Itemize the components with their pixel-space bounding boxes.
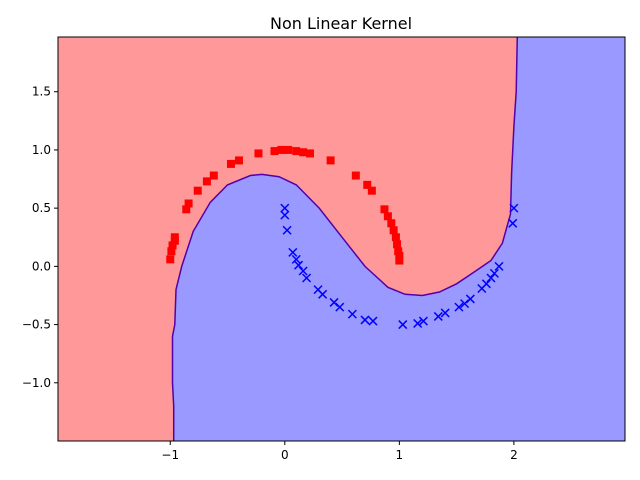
x-tick-label: 0 (281, 448, 289, 462)
square-marker (234, 156, 243, 165)
square-marker (393, 240, 402, 249)
x-marker (454, 302, 464, 312)
x-marker (368, 316, 378, 326)
x-marker (280, 203, 290, 213)
square-marker (380, 205, 389, 214)
plot-area (57, 36, 626, 442)
y-tick-label: 0.5 (32, 201, 51, 215)
square-marker (166, 255, 175, 264)
chart-title: Non Linear Kernel (270, 14, 412, 33)
x-marker (465, 294, 475, 304)
markers (166, 145, 519, 330)
x-marker (282, 225, 292, 235)
x-marker (481, 279, 491, 289)
plot-frame (57, 36, 626, 442)
square-marker (367, 186, 376, 195)
square-marker (394, 247, 403, 256)
square-marker (182, 205, 191, 214)
square-marker (363, 180, 372, 189)
x-marker (509, 203, 519, 213)
square-marker (395, 256, 404, 265)
y-tick-label: 0.0 (32, 259, 51, 273)
y-tick-label: 1.5 (32, 85, 51, 99)
square-marker (326, 156, 335, 165)
square-marker (226, 159, 235, 168)
x-marker (433, 311, 443, 321)
x-axis: −1 0 1 2 (161, 441, 518, 462)
square-marker (270, 147, 279, 156)
x-marker (486, 273, 496, 283)
x-marker (288, 247, 298, 257)
x-marker (318, 289, 328, 299)
y-axis: −1.0 −0.5 0.0 0.5 1.0 1.5 (22, 85, 58, 390)
x-marker (494, 261, 504, 271)
square-marker (209, 171, 218, 180)
square-marker (387, 219, 396, 228)
decision-boundary (171, 37, 519, 441)
x-marker (329, 297, 339, 307)
x-marker (413, 318, 423, 328)
square-marker (167, 247, 176, 256)
x-marker (294, 260, 304, 270)
y-tick-label: 1.0 (32, 143, 51, 157)
x-marker (335, 302, 345, 312)
square-marker (202, 177, 211, 186)
x-tick-label: −1 (161, 448, 179, 462)
x-marker (360, 315, 370, 325)
square-marker (306, 149, 314, 158)
square-marker (292, 147, 301, 156)
square-marker (170, 233, 179, 242)
square-marker (254, 149, 263, 158)
square-marker (299, 148, 308, 157)
square-marker (351, 171, 360, 180)
x-marker (280, 210, 290, 220)
square-marker (168, 241, 177, 250)
region-class0 (58, 37, 518, 441)
x-marker (440, 308, 450, 318)
y-tick-label: −0.5 (22, 318, 51, 332)
x-marker (418, 316, 428, 326)
x-marker (291, 254, 301, 264)
square-marker (383, 212, 392, 221)
square-marker (277, 145, 286, 154)
square-marker (193, 186, 202, 195)
x-marker (347, 309, 357, 319)
x-tick-label: 2 (510, 448, 518, 462)
square-marker (395, 251, 404, 260)
y-tick-label: −1.0 (22, 376, 51, 390)
x-marker (398, 320, 408, 330)
x-marker (460, 299, 470, 309)
square-marker (184, 199, 193, 208)
x-marker (508, 218, 518, 228)
square-marker (389, 226, 398, 235)
square-marker (284, 145, 293, 154)
x-marker (298, 266, 308, 276)
square-marker (391, 233, 400, 242)
x-tick-label: 1 (396, 448, 404, 462)
x-marker (302, 273, 312, 283)
x-marker (489, 268, 499, 278)
